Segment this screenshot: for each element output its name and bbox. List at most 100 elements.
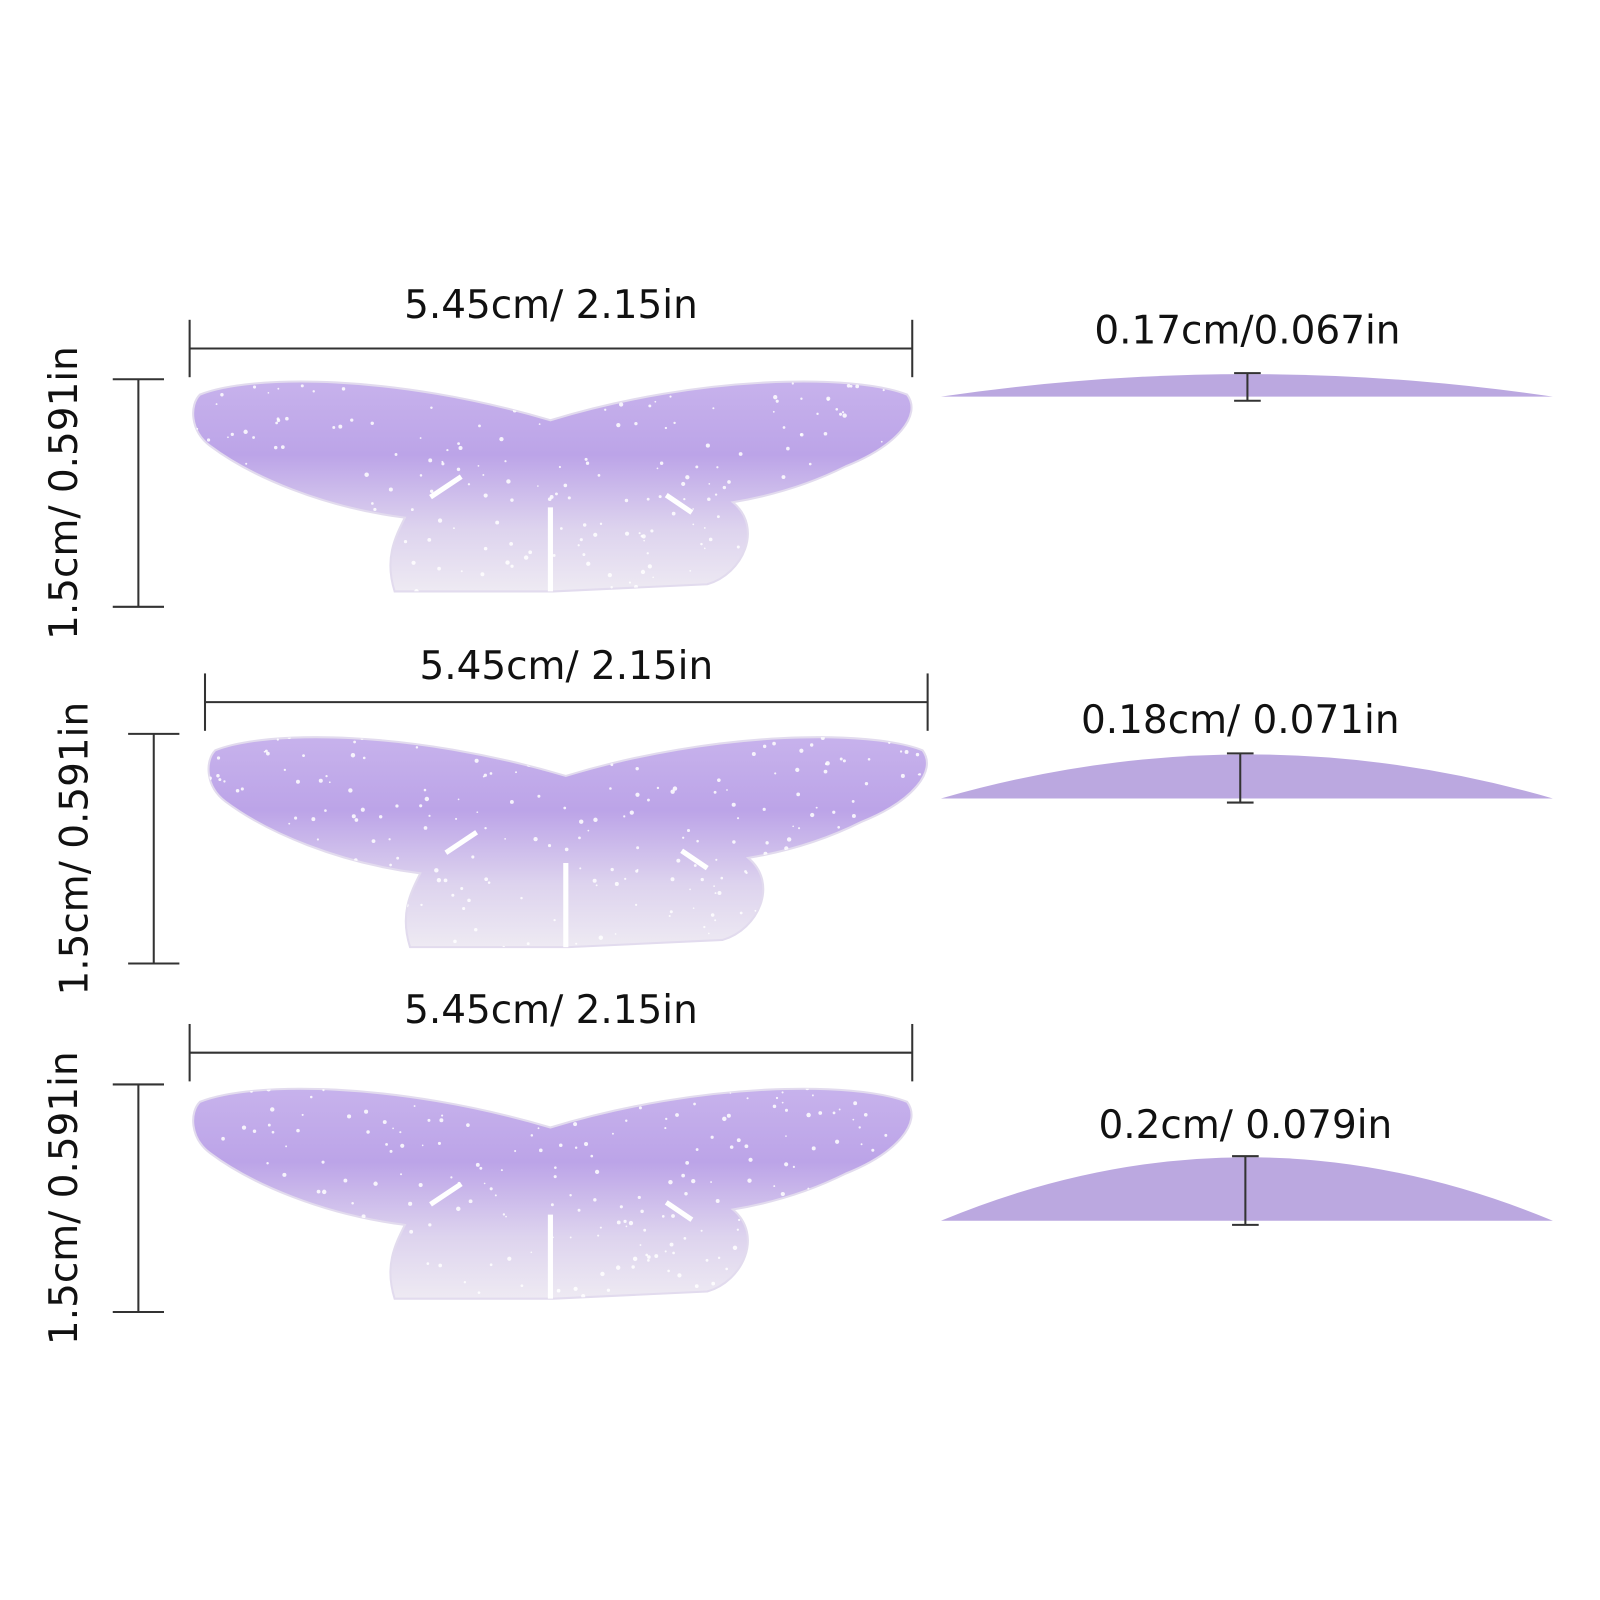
thickness-label: 0.2cm/ 0.079in [1099,1103,1393,1148]
glitter-dot [833,495,837,499]
glitter-dot [774,772,777,775]
glitter-dot [823,769,828,774]
glitter-dot [589,751,592,753]
glitter-dot [406,730,410,734]
glitter-dot [530,1134,534,1137]
glitter-dot [855,384,860,389]
glitter-dot [217,1264,222,1269]
glitter-dot [656,786,660,790]
glitter-dot [610,586,613,589]
glitter-dot [399,1131,402,1134]
glitter-dot [597,1234,600,1237]
glitter-dot [573,1286,578,1291]
glitter-dot [585,461,590,465]
glitter-dot [607,572,612,578]
glitter-dot [304,1248,309,1252]
glitter-dot [471,855,475,859]
glitter-dot [581,1294,586,1299]
glitter-dot [579,867,582,870]
glitter-dot [669,395,672,398]
glitter-dot [784,1162,789,1167]
glitter-dot [849,540,852,544]
glitter-dot [746,1097,749,1100]
glitter-dot [502,945,505,948]
glitter-dot [807,1187,810,1190]
glitter-dot [554,1166,557,1169]
glitter-dot [810,812,815,818]
glitter-dot [209,943,215,948]
glitter-dot [258,1286,262,1291]
glitter-dot [772,1275,775,1279]
glitter-dot [324,809,327,812]
pad-slit [429,474,463,500]
glitter-dot [550,1203,554,1207]
glitter-dot [826,1270,829,1273]
glitter-dot [301,1113,304,1116]
glitter-dot [654,400,657,403]
glitter-dot [505,560,510,565]
glitter-dot [619,1205,623,1209]
glitter-dot [264,749,268,753]
glitter-dot [732,840,736,844]
glitter-dot [266,1161,269,1165]
glitter-dot [361,567,365,570]
glitter-dot [474,758,479,763]
glitter-dot [371,566,377,571]
glitter-dot [362,756,366,760]
glitter-dot [436,877,442,883]
glitter-dot [628,581,632,584]
glitter-dot [419,474,423,477]
glitter-dot [467,483,471,486]
glitter-dot [423,826,428,830]
glitter-dot [647,1259,650,1262]
glitter-dot [595,755,599,760]
glitter-dot [455,817,458,820]
glitter-dot [866,916,871,921]
glitter-dot [228,925,232,929]
glitter-dot [784,551,789,556]
glitter-dot [537,485,539,487]
glitter-dot [669,910,673,914]
glitter-dot [461,392,465,397]
glitter-dot [773,395,778,400]
glitter-dot [420,903,423,907]
glitter-dot [693,864,697,867]
glitter-dot [408,1201,413,1206]
glitter-dot [423,788,427,792]
glitter-dot [641,534,646,539]
glitter-dot [460,570,463,573]
glitter-dot [689,570,692,572]
glitter-dot [441,462,445,466]
glitter-dot [747,1178,752,1183]
glitter-dot [523,1115,528,1120]
glitter-dot [322,557,326,561]
glitter-dot [225,541,230,546]
glitter-dot [559,1143,563,1147]
glitter-dot [798,827,801,830]
glitter-dot [467,898,471,903]
glitter-dot [720,876,724,880]
glitter-dot [661,1215,665,1218]
glitter-dot [285,416,289,421]
glitter-dot [294,816,298,820]
glitter-dot [368,532,373,537]
glitter-dot [538,1148,543,1153]
glitter-dot [876,1294,878,1296]
glitter-dot [341,533,345,537]
glitter-dot [615,1265,621,1270]
glitter-dot [707,932,710,935]
glitter-dot [773,1185,776,1188]
glitter-dot [789,1247,793,1251]
glitter-dot [299,1084,302,1087]
glitter-dot [671,1214,675,1218]
glitter-dot [835,519,840,524]
glitter-dot [811,1146,816,1151]
glitter-dot [920,859,924,863]
pad-slit [680,848,709,871]
glitter-dot [359,518,363,521]
glitter-dot [252,1129,257,1133]
glitter-dot [684,1192,688,1196]
glitter-dot [860,1143,863,1146]
glitter-dot [336,1252,340,1257]
glitter-dot [483,546,488,551]
